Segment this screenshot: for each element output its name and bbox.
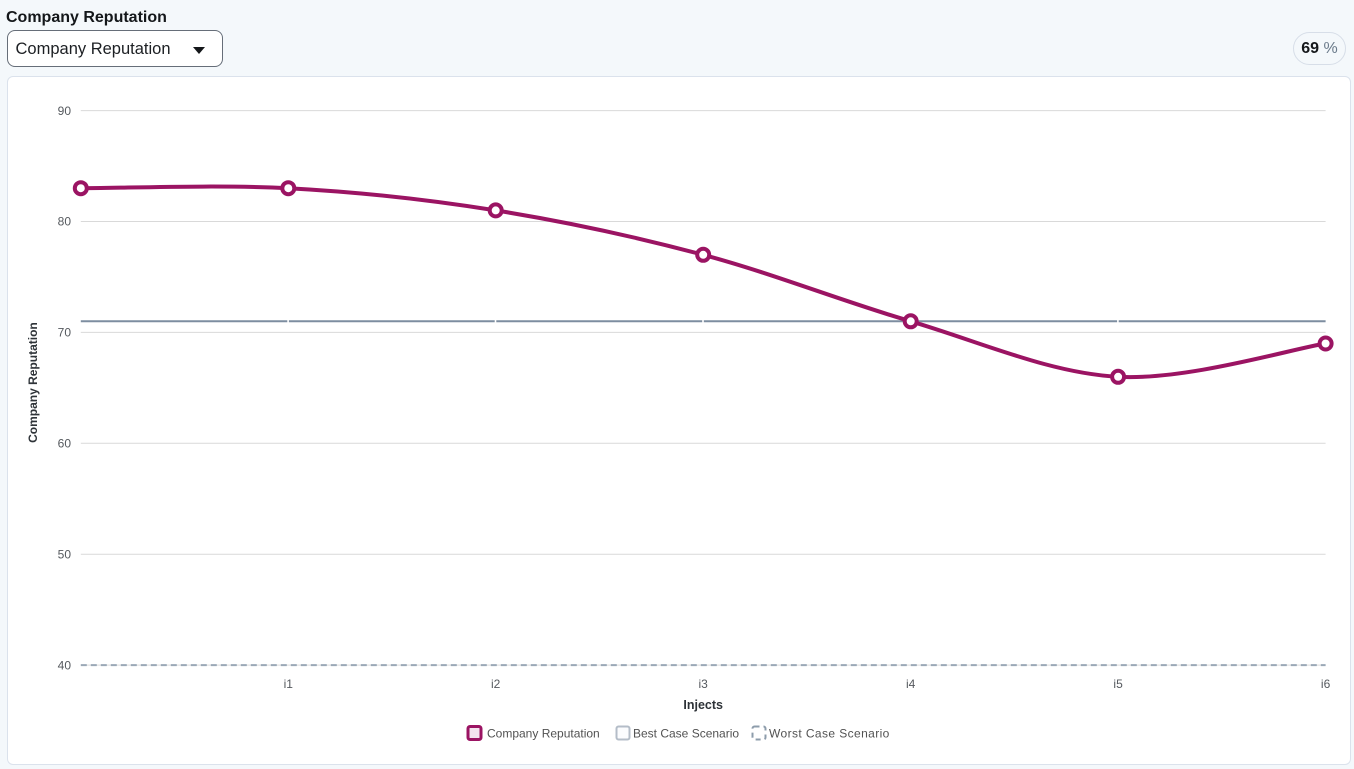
svg-text:70: 70	[58, 326, 72, 340]
svg-text:40: 40	[58, 658, 72, 672]
svg-text:i3: i3	[699, 677, 709, 691]
svg-text:i5: i5	[1113, 677, 1123, 691]
svg-text:i2: i2	[491, 677, 501, 691]
svg-text:i1: i1	[284, 677, 294, 691]
svg-text:50: 50	[58, 547, 72, 561]
svg-text:60: 60	[58, 437, 72, 451]
svg-text:Company Reputation: Company Reputation	[487, 727, 600, 741]
svg-text:Injects: Injects	[683, 698, 723, 712]
svg-text:80: 80	[58, 215, 72, 229]
svg-text:Company Reputation: Company Reputation	[26, 322, 40, 443]
svg-text:90: 90	[58, 104, 72, 118]
svg-text:Best Case Scenario: Best Case Scenario	[633, 727, 739, 741]
svg-text:Worst Case Scenario: Worst Case Scenario	[769, 727, 890, 741]
svg-text:i4: i4	[906, 677, 916, 691]
svg-text:i6: i6	[1321, 677, 1331, 691]
